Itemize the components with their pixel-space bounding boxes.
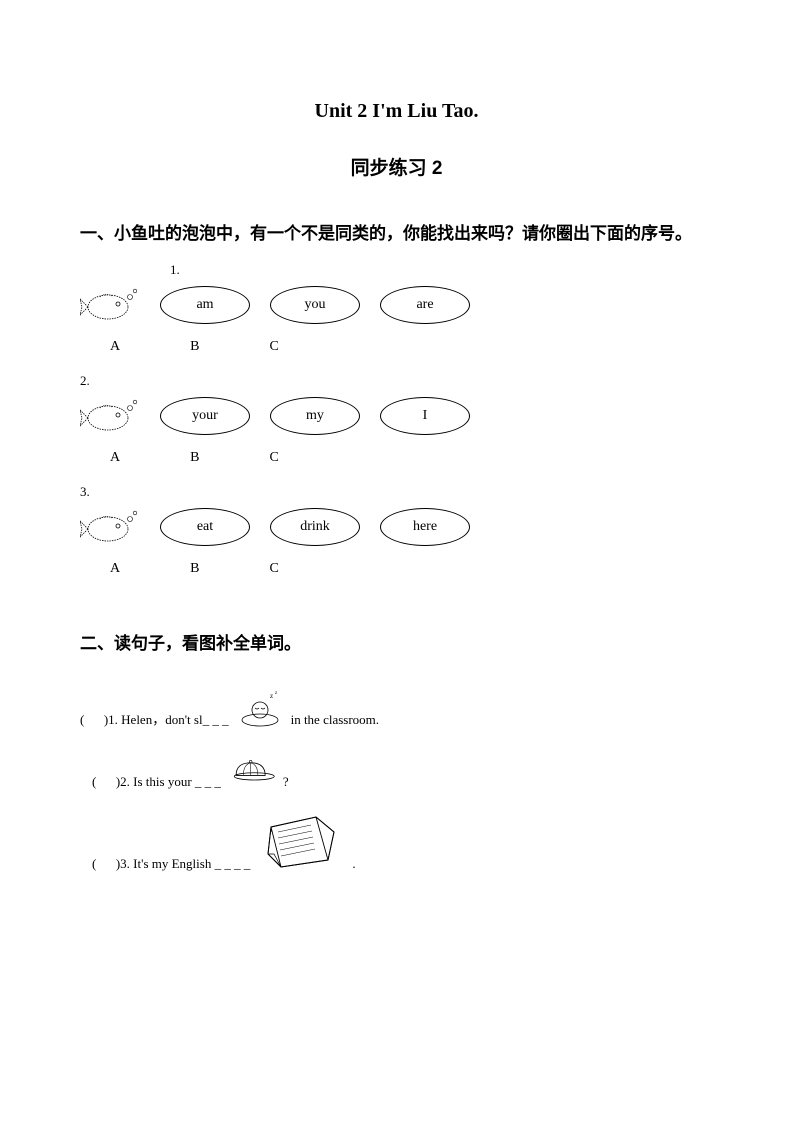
sleep-icon: z z: [235, 688, 285, 728]
fish-icon: [80, 504, 140, 549]
option-letter: B: [190, 450, 199, 466]
bubble: you: [270, 286, 360, 324]
option-letter: A: [110, 339, 120, 355]
bubble: I: [380, 397, 470, 435]
s2-item3-post: .: [352, 856, 355, 872]
bubble: your: [160, 397, 250, 435]
bubble: are: [380, 286, 470, 324]
q3-number: 3.: [80, 484, 713, 500]
q2-letters: A B C: [110, 450, 713, 466]
q3-letters: A B C: [110, 561, 713, 577]
svg-text:z: z: [275, 691, 278, 696]
option-letter: C: [269, 339, 278, 355]
option-letter: C: [269, 450, 278, 466]
option-letter: C: [269, 561, 278, 577]
s2-item3: ( )3. It's my English _ _ _ _ .: [92, 812, 713, 872]
s2-item1-post: in the classroom.: [291, 712, 379, 728]
option-letter: B: [190, 339, 199, 355]
section2-heading: 二、读句子，看图补全单词。: [80, 625, 713, 662]
section1-heading: 一、小鱼吐的泡泡中，有一个不是同类的，你能找出来吗？请你圈出下面的序号。: [80, 215, 713, 252]
s2-item2-post: ?: [283, 774, 289, 790]
s2-item1: ( )1. Helen，don't sl_ _ _ z z in the cla…: [80, 688, 713, 728]
bubble: eat: [160, 508, 250, 546]
q1-letters: A B C: [110, 339, 713, 355]
option-letter: A: [110, 450, 120, 466]
book-icon: [256, 812, 346, 872]
fish-icon: [80, 393, 140, 438]
svg-text:z: z: [270, 692, 273, 700]
page-title: Unit 2 I'm Liu Tao.: [80, 100, 713, 123]
s2-item2-pre: ( )2. Is this your _ _ _: [92, 774, 221, 790]
s2-item3-pre: ( )3. It's my English _ _ _ _: [92, 856, 250, 872]
q3-row: eat drink here: [80, 504, 713, 549]
bubble: here: [380, 508, 470, 546]
cap-icon: [227, 750, 277, 790]
q2-number: 2.: [80, 373, 713, 389]
fish-icon: [80, 282, 140, 327]
q1-number: 1.: [170, 262, 713, 278]
q1-row: am you are: [80, 282, 713, 327]
bubble: my: [270, 397, 360, 435]
page-subtitle: 同步练习 2: [80, 153, 713, 180]
bubble: am: [160, 286, 250, 324]
option-letter: B: [190, 561, 199, 577]
option-letter: A: [110, 561, 120, 577]
bubble: drink: [270, 508, 360, 546]
s2-item2: ( )2. Is this your _ _ _ ?: [92, 750, 713, 790]
s2-item1-pre: ( )1. Helen，don't sl_ _ _: [80, 709, 229, 728]
q2-row: your my I: [80, 393, 713, 438]
